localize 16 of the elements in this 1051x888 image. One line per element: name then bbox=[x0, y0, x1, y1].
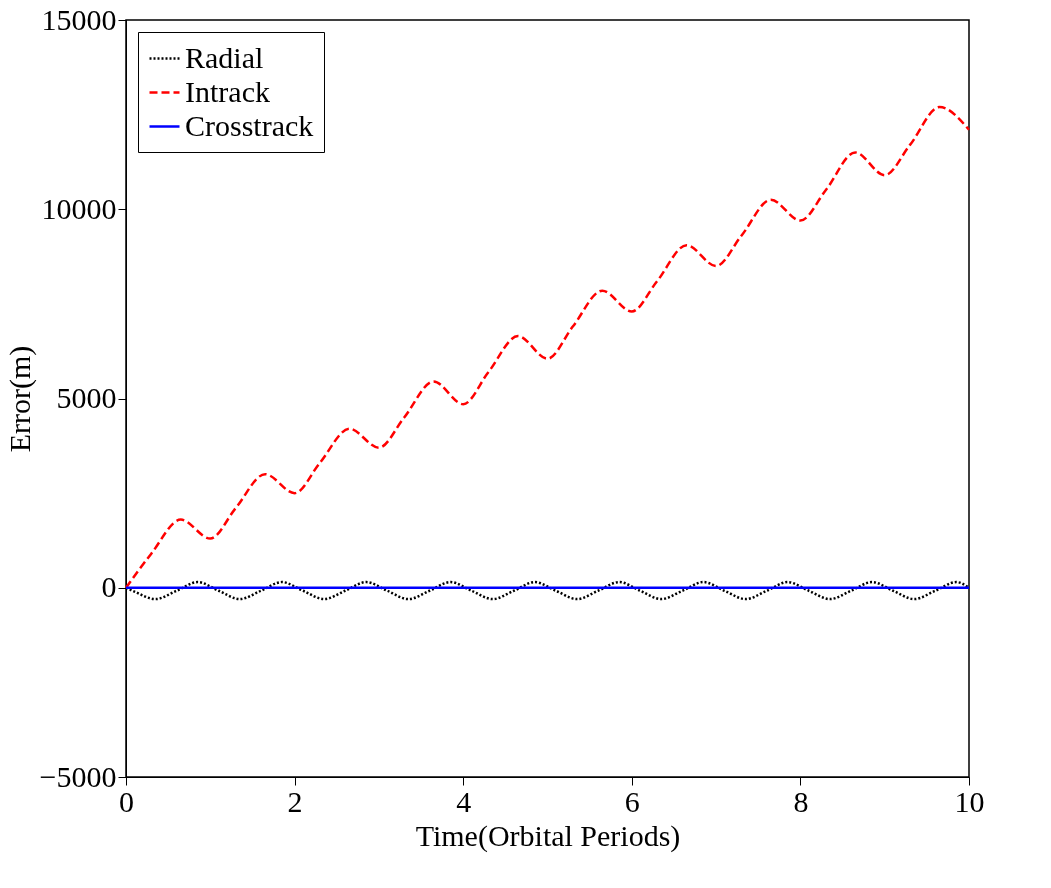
x-tick-label: 4 bbox=[456, 784, 472, 818]
x-tick-label: 10 bbox=[954, 784, 985, 818]
legend-label: Radial bbox=[185, 40, 264, 74]
y-tick-label: 10000 bbox=[41, 191, 117, 225]
y-tick-label: 0 bbox=[101, 570, 117, 604]
line-series bbox=[124, 105, 971, 589]
legend-label: Crosstrack bbox=[185, 108, 314, 142]
y-tick-label: 5000 bbox=[56, 381, 117, 414]
y-tick-label: −5000 bbox=[39, 759, 117, 793]
x-tick-label: 8 bbox=[793, 784, 809, 818]
x-tick-label: 6 bbox=[624, 784, 640, 818]
y-axis-title: Error(m) bbox=[2, 345, 37, 453]
x-tick-label: 2 bbox=[287, 784, 303, 818]
x-axis-title: Time(Orbital Periods) bbox=[415, 818, 681, 853]
y-tick-label: 15000 bbox=[41, 2, 117, 36]
legend-label: Intrack bbox=[185, 74, 270, 108]
